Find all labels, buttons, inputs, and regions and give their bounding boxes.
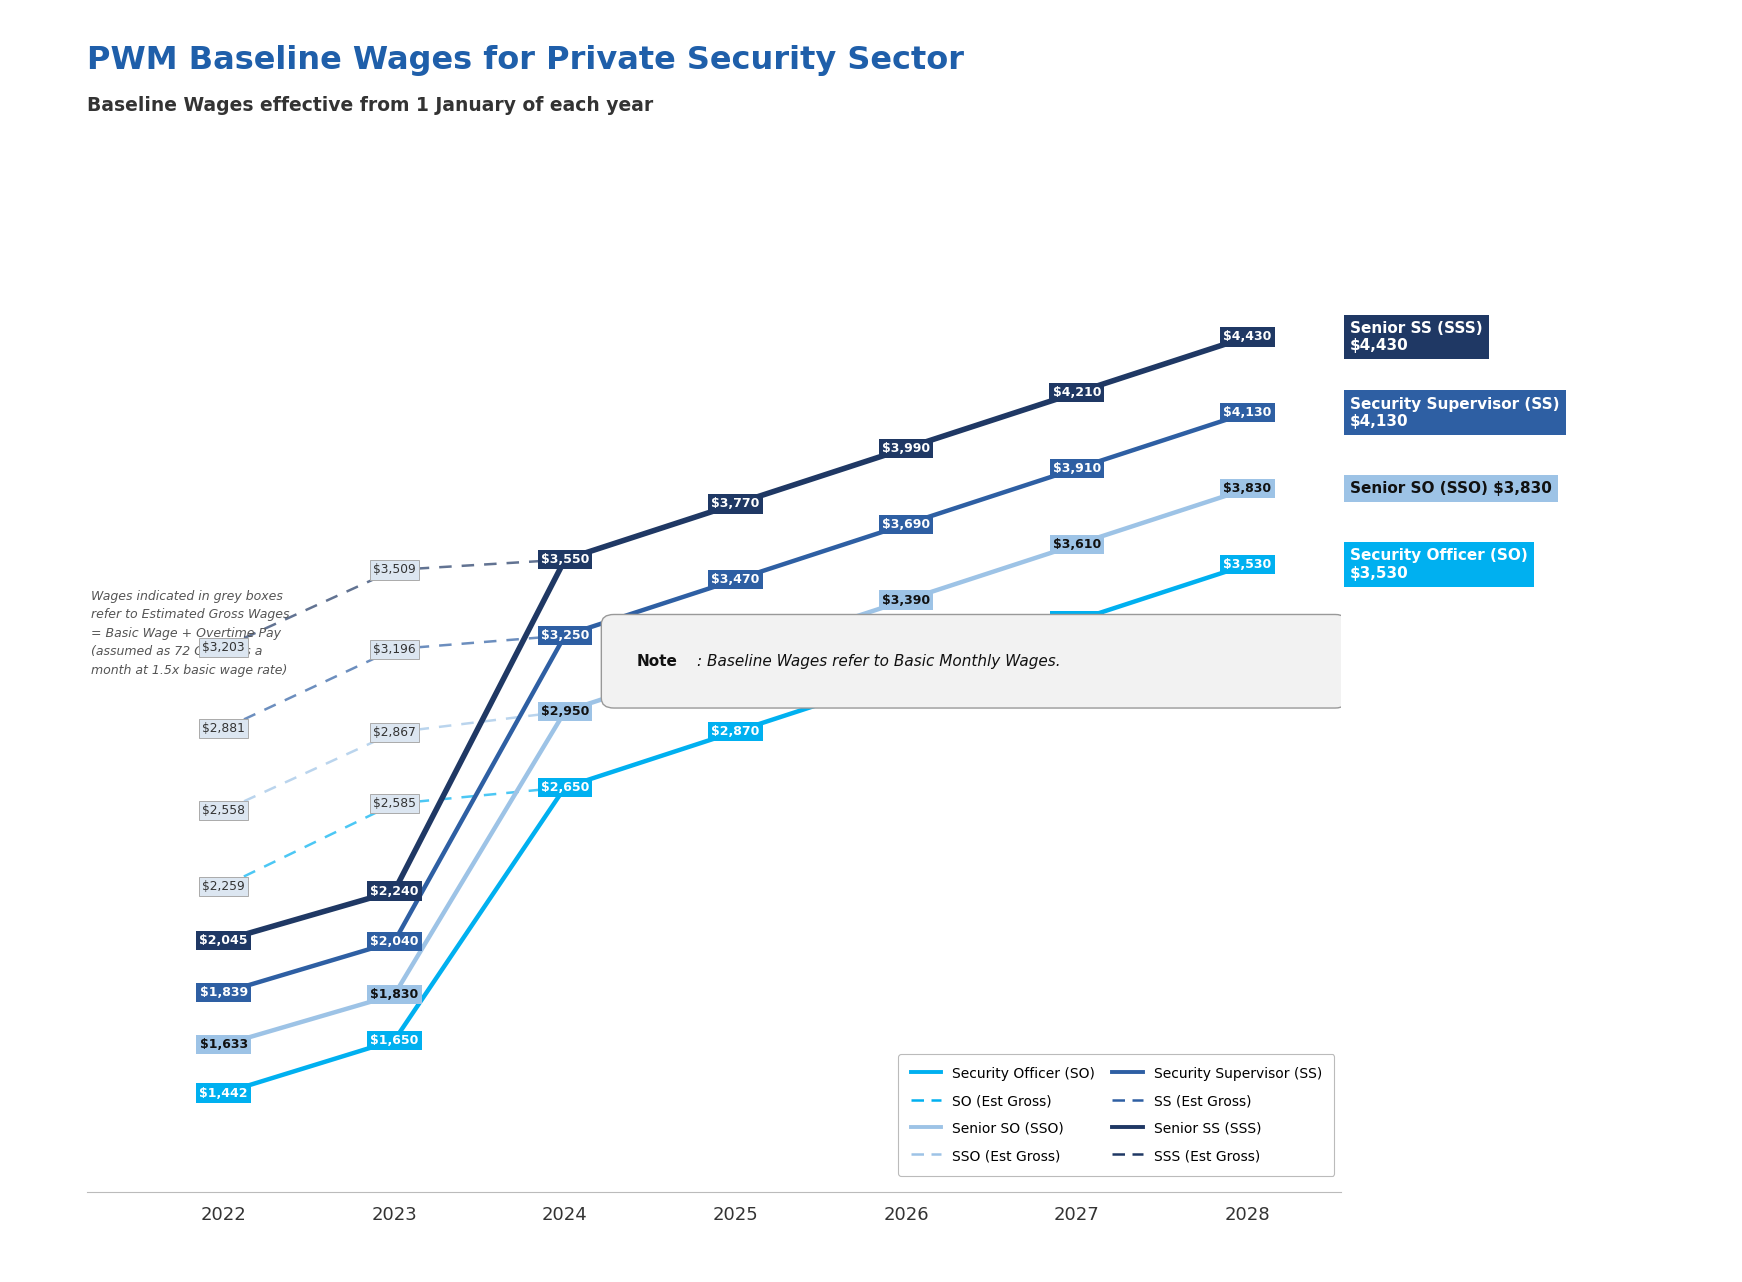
Text: $2,650: $2,650 (540, 781, 589, 794)
Text: $1,442: $1,442 (199, 1087, 247, 1100)
Text: $3,610: $3,610 (1052, 538, 1101, 551)
Text: Senior SO (SSO) $3,830: Senior SO (SSO) $3,830 (1350, 481, 1552, 496)
Text: Security Officer (SO)
$3,530: Security Officer (SO) $3,530 (1350, 549, 1528, 581)
FancyBboxPatch shape (601, 614, 1348, 708)
Legend: Security Officer (SO), SO (Est Gross), Senior SO (SSO), SSO (Est Gross), Securit: Security Officer (SO), SO (Est Gross), S… (899, 1054, 1334, 1176)
Text: $2,259: $2,259 (202, 879, 246, 892)
Text: Baseline Wages effective from 1 January of each year: Baseline Wages effective from 1 January … (87, 96, 653, 115)
Text: $2,870: $2,870 (711, 726, 760, 738)
Text: $3,203: $3,203 (202, 641, 246, 654)
Text: $4,210: $4,210 (1052, 386, 1101, 399)
Text: $2,558: $2,558 (202, 804, 246, 817)
Text: $2,045: $2,045 (199, 935, 247, 947)
Text: $1,633: $1,633 (200, 1038, 247, 1051)
Text: PWM Baseline Wages for Private Security Sector: PWM Baseline Wages for Private Security … (87, 45, 963, 76)
Text: $4,130: $4,130 (1223, 406, 1272, 419)
Text: : Baseline Wages refer to Basic Monthly Wages.: : Baseline Wages refer to Basic Monthly … (697, 654, 1061, 669)
Text: $3,390: $3,390 (881, 594, 930, 606)
Text: $1,839: $1,839 (200, 986, 247, 999)
Text: $3,090: $3,090 (881, 669, 930, 682)
Text: Senior SS (SSS)
$4,430: Senior SS (SSS) $4,430 (1350, 320, 1482, 353)
Text: $2,040: $2,040 (369, 936, 418, 949)
Text: $3,690: $3,690 (881, 518, 930, 531)
Text: Note: Note (636, 654, 678, 669)
Text: $2,585: $2,585 (373, 797, 416, 810)
Text: $3,250: $3,250 (540, 629, 589, 642)
Text: $4,430: $4,430 (1223, 331, 1272, 344)
Text: $3,470: $3,470 (711, 573, 760, 586)
Text: $3,770: $3,770 (711, 497, 760, 510)
Text: $2,950: $2,950 (540, 705, 589, 718)
Text: $1,830: $1,830 (369, 988, 418, 1001)
Text: Wages indicated in grey boxes
refer to Estimated Gross Wages
= Basic Wage + Over: Wages indicated in grey boxes refer to E… (91, 590, 289, 677)
Text: Security Supervisor (SS)
$4,130: Security Supervisor (SS) $4,130 (1350, 396, 1559, 429)
Text: $2,240: $2,240 (369, 885, 418, 897)
Text: $3,550: $3,550 (540, 553, 589, 567)
Text: $3,310: $3,310 (1052, 614, 1101, 627)
Text: $3,990: $3,990 (881, 442, 930, 455)
Text: $3,830: $3,830 (1223, 482, 1272, 495)
Text: $3,196: $3,196 (373, 642, 416, 655)
Text: $3,509: $3,509 (373, 564, 416, 577)
Text: $3,910: $3,910 (1052, 462, 1101, 474)
Text: $1,650: $1,650 (369, 1033, 418, 1047)
Text: $2,867: $2,867 (373, 726, 416, 738)
Text: $3,530: $3,530 (1223, 558, 1272, 572)
Text: $3,170: $3,170 (711, 649, 760, 663)
Text: $2,881: $2,881 (202, 722, 246, 736)
